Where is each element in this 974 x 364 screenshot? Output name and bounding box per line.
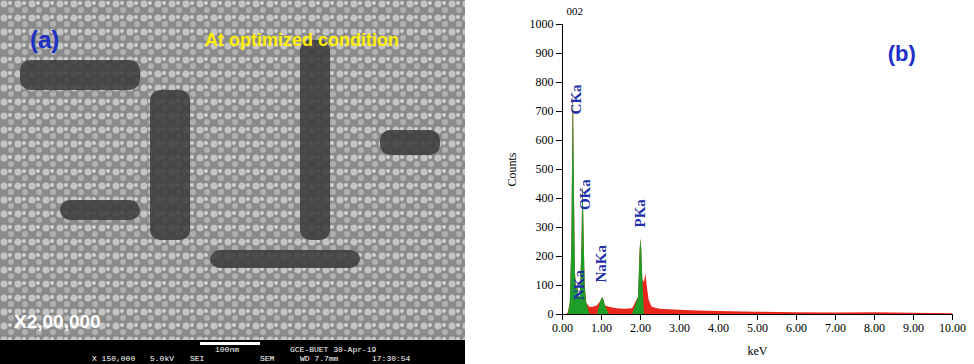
svg-text:7.00: 7.00 [825, 321, 846, 335]
svg-text:WD 7.7mm: WD 7.7mm [300, 354, 339, 363]
svg-text:400: 400 [536, 191, 554, 205]
svg-text:4.00: 4.00 [708, 321, 729, 335]
svg-text:6.00: 6.00 [786, 321, 807, 335]
svg-text:100: 100 [536, 278, 554, 292]
svg-text:002: 002 [567, 5, 584, 17]
svg-text:700: 700 [536, 104, 554, 118]
svg-text:1000: 1000 [530, 17, 554, 31]
svg-text:10.00: 10.00 [939, 321, 966, 335]
svg-text:8.00: 8.00 [864, 321, 885, 335]
svg-text:100nm: 100nm [215, 345, 239, 354]
svg-text:X2,00,000: X2,00,000 [14, 311, 101, 332]
svg-text:(b): (b) [888, 41, 916, 66]
svg-text:5.00: 5.00 [747, 321, 768, 335]
svg-text:Counts: Counts [505, 152, 519, 186]
svg-text:1.00: 1.00 [591, 321, 612, 335]
svg-text:PKa: PKa [632, 199, 648, 228]
svg-text:0.00: 0.00 [552, 321, 573, 335]
svg-text:2.00: 2.00 [630, 321, 651, 335]
svg-text:600: 600 [536, 133, 554, 147]
svg-text:X 150,000: X 150,000 [92, 354, 135, 363]
svg-text:SEI: SEI [190, 354, 204, 363]
svg-text:900: 900 [536, 46, 554, 60]
svg-text:200: 200 [536, 249, 554, 263]
svg-text:(a): (a) [30, 26, 59, 53]
svg-text:800: 800 [536, 75, 554, 89]
svg-text:OKa: OKa [577, 179, 593, 210]
svg-text:300: 300 [536, 220, 554, 234]
svg-text:9.00: 9.00 [903, 321, 924, 335]
svg-text:NKa: NKa [571, 270, 587, 301]
svg-text:5.0kV: 5.0kV [150, 354, 174, 363]
svg-text:At optimized condition: At optimized condition [205, 30, 399, 50]
svg-text:CKa: CKa [568, 84, 584, 115]
svg-text:SEM: SEM [260, 354, 275, 363]
svg-text:GCE-BUET 30-Apr-19: GCE-BUET 30-Apr-19 [290, 345, 377, 354]
svg-text:keV: keV [748, 344, 768, 358]
svg-text:17:30:54: 17:30:54 [372, 354, 411, 363]
svg-text:500: 500 [536, 162, 554, 176]
svg-text:3.00: 3.00 [669, 321, 690, 335]
svg-text:NaKa: NaKa [593, 245, 609, 283]
svg-text:0: 0 [548, 307, 554, 321]
